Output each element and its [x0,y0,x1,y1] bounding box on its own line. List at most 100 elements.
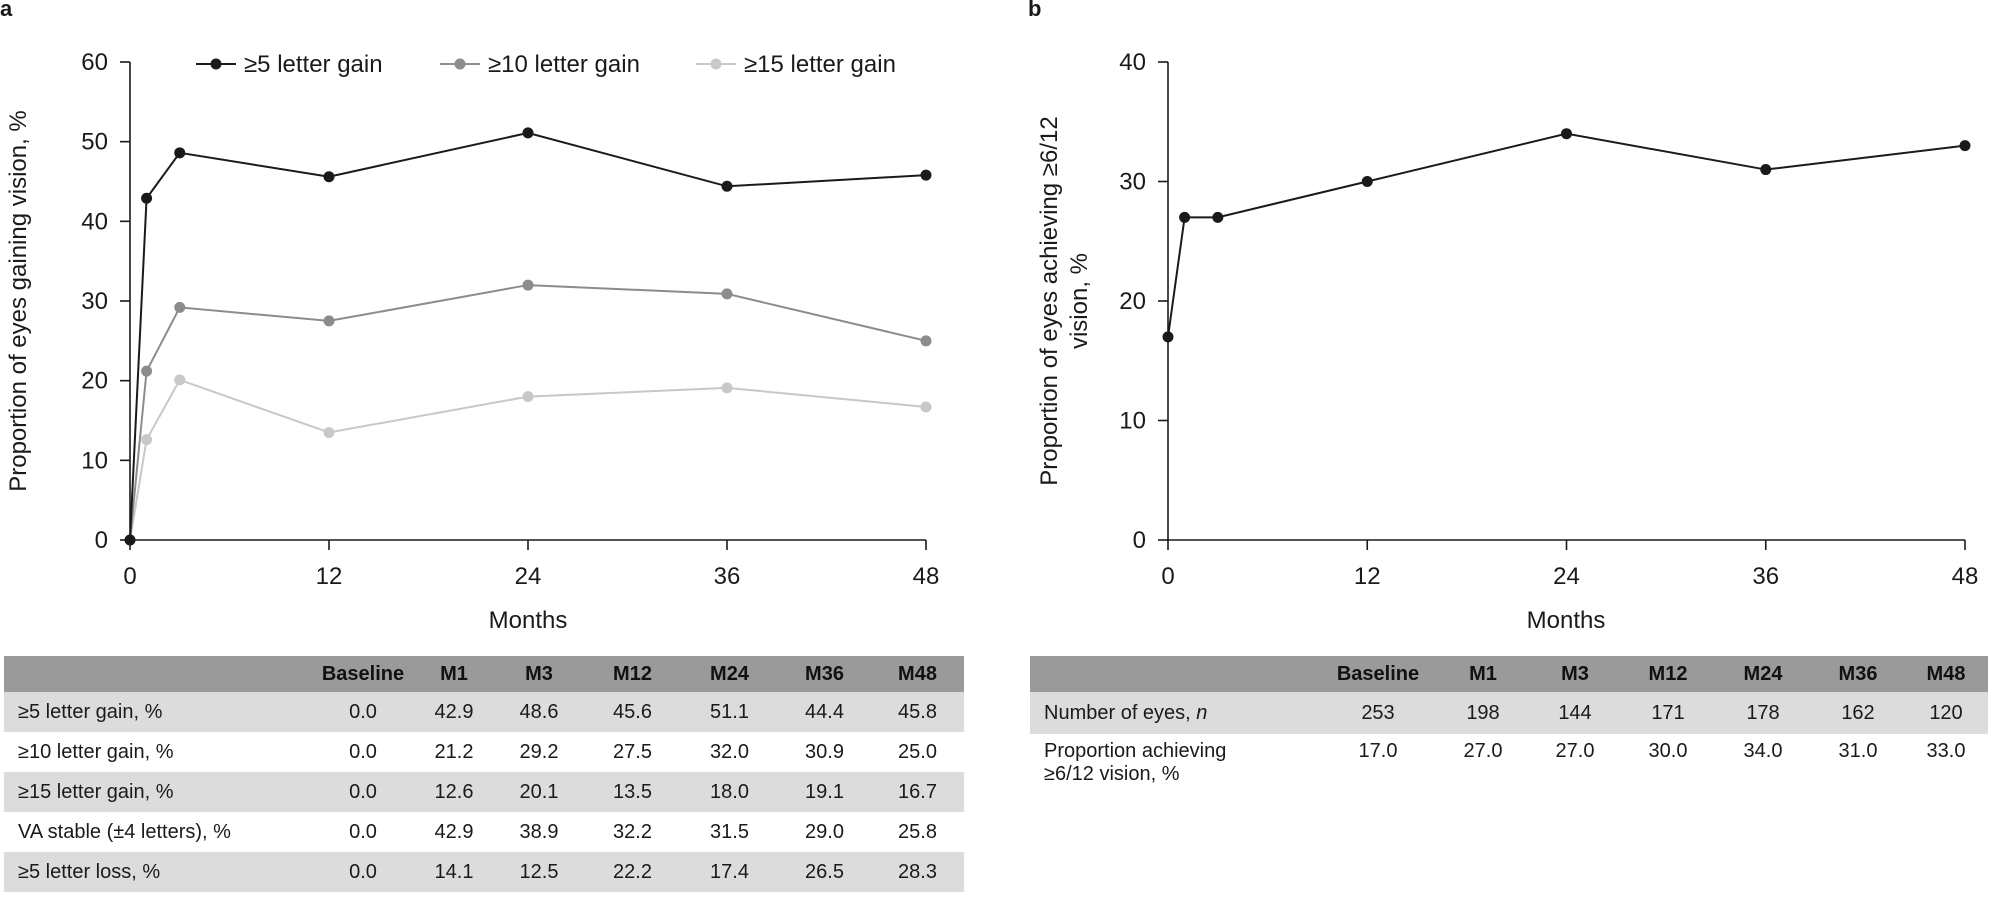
table-cell: 51.1 [681,692,778,732]
x-tick-label: 0 [123,563,136,590]
row-label: Number of eyes, n [1030,692,1318,734]
table-b-header: Baseline [1318,656,1438,692]
table-a-header: M24 [681,656,778,692]
table-b-header: M24 [1714,656,1812,692]
table-cell: 13.5 [584,772,681,812]
table-a-header-row: Baseline M1 M3 M12 M24 M36 M48 [4,656,964,692]
data-point [721,288,733,300]
table-cell: 20.1 [494,772,584,812]
row-label: ≥5 letter loss, % [4,852,312,892]
table-b-header: M12 [1622,656,1714,692]
table-row: Number of eyes, n 253 198 144 171 178 16… [1030,692,1988,734]
data-point [323,171,335,183]
data-point [522,391,534,403]
x-tick-label: 24 [515,563,542,590]
y-axis-label: vision, % [1066,253,1093,349]
table-panel-a: Baseline M1 M3 M12 M24 M36 M48 ≥5 letter… [4,656,964,892]
y-axis-label: Proportion of eyes achieving ≥6/12 [1036,116,1063,485]
table-b-header-row: Baseline M1 M3 M12 M24 M36 M48 [1030,656,1988,692]
y-tick-label: 50 [81,129,108,156]
table-cell: 33.0 [1904,734,1988,798]
x-tick-label: 36 [1752,563,1779,590]
data-point [1760,164,1772,176]
row-label: Proportion achieving ≥6/12 vision, % [1030,734,1318,798]
y-axis-label: Proportion of eyes gaining vision, % [5,110,32,492]
x-tick-label: 48 [1952,563,1979,590]
table-row: Proportion achieving ≥6/12 vision, % 17.0… [1030,734,1988,798]
charts-canvas: 0 10 20 30 40 50 60 0 12 24 36 48 Months Proportion o… [5,49,1979,634]
table-cell: 120 [1904,692,1988,734]
table-cell: 30.9 [778,732,871,772]
table-cell: 22.2 [584,852,681,892]
table-a-header: M3 [494,656,584,692]
legend-marker [710,58,722,70]
x-axis-label: Months [1527,607,1606,634]
table-cell: 17.0 [1318,734,1438,798]
table-cell: 27.0 [1528,734,1622,798]
data-point [1361,176,1373,187]
table-row: ≥15 letter gain, % 0.0 12.6 20.1 13.5 18.0 19.… [4,772,964,812]
table-b-header [1030,656,1318,692]
data-point [141,192,153,204]
data-point [920,169,932,181]
table-cell: 34.0 [1714,734,1812,798]
table-cell: 26.5 [778,852,871,892]
data-point [1959,140,1971,152]
legend-marker [454,58,466,70]
table-a-header: M48 [871,656,964,692]
y-tick-label: 30 [1119,169,1146,196]
data-point [174,147,186,159]
table-cell: 144 [1528,692,1622,734]
table-cell: 171 [1622,692,1714,734]
table-cell: 29.0 [778,812,871,852]
panel-b-letter: b [1028,0,1042,21]
data-point [522,279,534,291]
table-cell: 17.4 [681,852,778,892]
x-tick-label: 12 [316,563,343,590]
x-axis-label: Months [489,607,568,634]
table-panel-b: Baseline M1 M3 M12 M24 M36 M48 Number of… [1030,656,1988,798]
table-b-header: M3 [1528,656,1622,692]
table-cell: 0.0 [312,692,414,732]
table-cell: 21.2 [414,732,494,772]
table-cell: 27.5 [584,732,681,772]
row-label: VA stable (±4 letters), % [4,812,312,852]
table-cell: 198 [1438,692,1528,734]
y-tick-label: 10 [1119,408,1146,435]
legend-label: ≥5 letter gain [244,51,383,78]
table-cell: 12.6 [414,772,494,812]
table-cell: 18.0 [681,772,778,812]
series-line [129,378,927,541]
y-tick-label: 20 [81,368,108,395]
x-tick-label: 24 [1553,563,1580,590]
table-cell: 32.0 [681,732,778,772]
y-tick-label: 0 [95,527,108,554]
table-cell: 16.7 [871,772,964,812]
table-row: VA stable (±4 letters), % 0.0 42.9 38.9 32.2… [4,812,964,852]
table-cell: 0.0 [312,772,414,812]
data-point [323,426,335,438]
table-cell: 48.6 [494,692,584,732]
y-tick-label: 10 [81,447,108,474]
table-row: ≥5 letter gain, % 0.0 42.9 48.6 45.6 51.1 44.4… [4,692,964,732]
data-point [522,127,534,139]
data-point [1162,331,1174,343]
data-point [141,365,153,377]
row-label: ≥10 letter gain, % [4,732,312,772]
table-row: ≥10 letter gain, % 0.0 21.2 29.2 27.5 32.0 30.… [4,732,964,772]
data-point [174,374,186,386]
series-line [129,131,927,541]
data-point [1561,128,1572,140]
table-cell: 0.0 [312,732,414,772]
table-cell: 29.2 [494,732,584,772]
table-cell: 0.0 [312,852,414,892]
table-a-header [4,656,312,692]
data-point [920,335,932,347]
data-point [721,382,733,394]
table-cell: 32.2 [584,812,681,852]
table-cell: 28.3 [871,852,964,892]
y-tick-label: 20 [1119,288,1146,315]
table-cell: 30.0 [1622,734,1714,798]
y-tick-label: 30 [81,288,108,315]
table-cell: 12.5 [494,852,584,892]
